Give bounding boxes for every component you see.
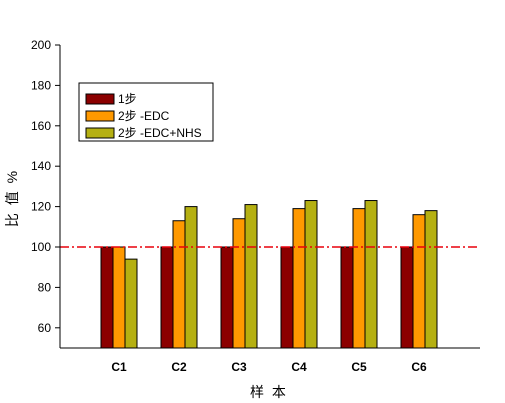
bars-group [100, 200, 438, 349]
bar-c4-series-2 [292, 208, 306, 349]
y-tick-label-160: 160 [31, 119, 51, 133]
y-tick-label-120: 120 [31, 200, 51, 214]
y-tick-label-80: 80 [38, 280, 52, 294]
legend-swatch-2 [85, 110, 115, 122]
bar-c5-series-3 [364, 200, 378, 349]
bar-c3-series-2 [232, 218, 246, 349]
x-tick-label-c6: C6 [411, 360, 427, 374]
bar-c5-series-2 [352, 208, 366, 349]
bar-c2-series-3 [184, 206, 198, 349]
bar-c4-series-1 [280, 246, 294, 349]
y-tick-label-140: 140 [31, 159, 51, 173]
x-tick-label-c1: C1 [111, 360, 127, 374]
y-tick-label-180: 180 [31, 78, 51, 92]
bar-c6-series-1 [400, 246, 414, 349]
axes-group [59, 45, 480, 349]
x-axis-title: 样 本 [250, 384, 288, 400]
bar-c1-series-1 [100, 246, 114, 349]
bar-c5-series-1 [340, 246, 354, 349]
x-ticks-group: C1 C2 C3 C4 C5 C6 [111, 360, 427, 374]
bar-c1-series-2 [112, 246, 126, 349]
y-axis-title: 比 值 % [4, 169, 20, 227]
bar-c3-series-1 [220, 246, 234, 349]
bar-c2-series-1 [160, 246, 174, 349]
y-tick-label-200: 200 [31, 38, 51, 52]
legend-swatch-3 [85, 127, 115, 139]
x-tick-label-c3: C3 [231, 360, 247, 374]
bar-c6-series-2 [412, 214, 426, 349]
y-ticks-group: 60 80 100 120 140 160 180 200 [31, 38, 60, 335]
bar-c1-series-3 [124, 258, 138, 349]
legend-swatch-1 [85, 93, 115, 105]
legend-label-3: 2步 -EDC+NHS [118, 126, 202, 140]
x-tick-label-c2: C2 [171, 360, 187, 374]
y-tick-label-60: 60 [38, 321, 52, 335]
bar-c3-series-3 [244, 204, 258, 349]
bar-c6-series-3 [424, 210, 438, 349]
bar-c4-series-3 [304, 200, 318, 349]
x-tick-label-c4: C4 [291, 360, 307, 374]
y-tick-label-100: 100 [31, 240, 51, 254]
bar-c2-series-2 [172, 220, 186, 349]
legend-label-2: 2步 -EDC [118, 109, 170, 123]
x-tick-label-c5: C5 [351, 360, 367, 374]
legend: 1步 2步 -EDC 2步 -EDC+NHS [78, 82, 214, 142]
legend-label-1: 1步 [118, 92, 137, 106]
